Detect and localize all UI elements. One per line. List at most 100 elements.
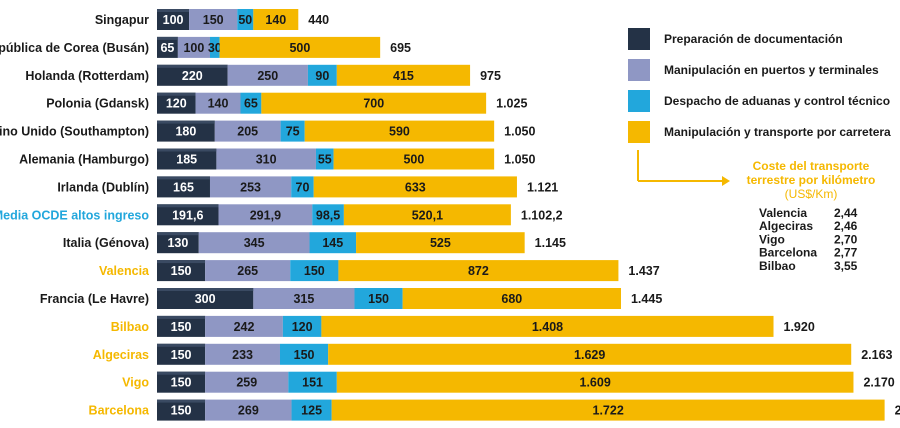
segment-value-label: 1.722: [593, 404, 624, 418]
bar-segment: [237, 9, 254, 30]
segment-value-label: 100: [183, 41, 204, 55]
bar-segment: [291, 176, 314, 198]
cost-city: Barcelona: [759, 246, 817, 260]
bar-segment: [261, 92, 487, 114]
bar-segment: [205, 399, 292, 421]
segment-value-label: 700: [363, 97, 384, 111]
bar-segment: [402, 288, 621, 309]
segment-value-label: 310: [256, 153, 277, 167]
segment-value-label: 98,5: [316, 208, 340, 222]
bar-segment: [328, 343, 852, 365]
bar-segment: [157, 399, 206, 421]
segment-value-label: 253: [240, 180, 261, 194]
total-label: 1.145: [535, 236, 566, 250]
category-label: Barcelona: [89, 404, 150, 418]
segment-value-label: 55: [318, 153, 332, 167]
segment-value-label: 50: [238, 13, 252, 27]
segment-value-label: 220: [182, 69, 203, 83]
segment-value-label: 120: [292, 320, 313, 334]
bar-segment: [218, 204, 313, 226]
segment-value-label: 140: [208, 97, 229, 111]
bar-segment: [309, 232, 357, 254]
bar-segment: [205, 371, 289, 393]
bar-segment-highlight: [157, 176, 210, 180]
cost-value: 2,44: [834, 206, 858, 220]
bar-segment: [198, 232, 310, 254]
segment-value-label: 65: [160, 41, 174, 55]
bar-segment: [157, 64, 228, 86]
bar-segment: [214, 120, 281, 142]
legend-label: Manipulación y transporte por carretera: [664, 125, 891, 139]
segment-value-label: 150: [171, 320, 192, 334]
segment-value-label: 30: [208, 41, 222, 55]
category-label: Valencia: [99, 264, 150, 278]
bar-segment: [336, 371, 854, 393]
segment-value-label: 100: [163, 13, 184, 27]
bar-segment: [253, 288, 355, 309]
legend-label: Despacho de aduanas y control técnico: [664, 94, 890, 108]
category-label: Irlanda (Dublín): [57, 180, 149, 194]
segment-value-label: 315: [293, 292, 314, 306]
category-label: Singapur: [95, 13, 149, 27]
bar-segment: [157, 371, 206, 393]
category-label: Media OCDE altos ingreso: [0, 208, 149, 222]
legend-label: Manipulación en puertos y terminales: [664, 63, 879, 77]
segment-value-label: 145: [322, 236, 343, 250]
bar-segment: [209, 36, 220, 58]
segment-value-label: 265: [237, 264, 258, 278]
total-label: 2.26: [895, 404, 900, 418]
total-label: 695: [390, 41, 411, 55]
category-label: Holanda (Rotterdam): [25, 69, 149, 83]
bar-segment: [290, 260, 339, 282]
bar-segment: [157, 288, 254, 309]
bar-segment-highlight: [157, 204, 219, 208]
total-label: 2.170: [863, 376, 894, 390]
bar-segment: [240, 92, 262, 114]
segment-value-label: 191,6: [172, 208, 203, 222]
bar-segment: [280, 120, 305, 142]
total-label: 1.102,2: [521, 208, 563, 222]
segment-value-label: 250: [257, 69, 278, 83]
bar-segment: [331, 399, 885, 421]
segment-value-label: 130: [167, 236, 188, 250]
bar-segment: [195, 92, 241, 114]
segment-value-label: 633: [405, 180, 426, 194]
bar-segment: [356, 232, 525, 254]
category-label: Reino Unido (Southampton): [0, 125, 149, 139]
bar-segment: [157, 232, 199, 254]
segment-value-label: 150: [171, 264, 192, 278]
category-label: Alemania (Hamburgo): [19, 153, 149, 167]
cost-value: 2,77: [834, 246, 858, 260]
cost-city: Algeciras: [759, 219, 813, 233]
bar-segment: [205, 260, 291, 282]
segment-value-label: 291,9: [250, 208, 281, 222]
segment-value-label: 1.629: [574, 348, 605, 362]
category-label: República de Corea (Busán): [0, 41, 149, 55]
bar-segment-highlight: [157, 399, 206, 403]
bar-segment-highlight: [157, 232, 199, 236]
bar-segment: [216, 148, 316, 170]
segment-value-label: 150: [368, 292, 389, 306]
total-label: 975: [480, 69, 501, 83]
cost-title-line1: Coste del transporte: [753, 159, 870, 173]
legend-swatch: [628, 59, 650, 81]
bar-segment-highlight: [157, 92, 196, 96]
bar-segment: [307, 64, 337, 86]
cost-unit: (US$/Km): [785, 187, 838, 201]
segment-value-label: 500: [403, 153, 424, 167]
segment-value-label: 150: [203, 13, 224, 27]
segment-value-label: 520,1: [412, 208, 443, 222]
bar-segment: [157, 148, 217, 170]
segment-value-label: 269: [238, 404, 259, 418]
bar-segment: [157, 92, 196, 114]
bar-segment: [219, 36, 381, 58]
segment-value-label: 1.408: [532, 320, 563, 334]
bar-segment: [354, 288, 403, 309]
segment-value-label: 345: [244, 236, 265, 250]
cost-city: Valencia: [759, 206, 807, 220]
total-label: 1.050: [504, 125, 535, 139]
bar-segment-highlight: [157, 260, 206, 264]
bar-segment-highlight: [157, 9, 190, 12]
